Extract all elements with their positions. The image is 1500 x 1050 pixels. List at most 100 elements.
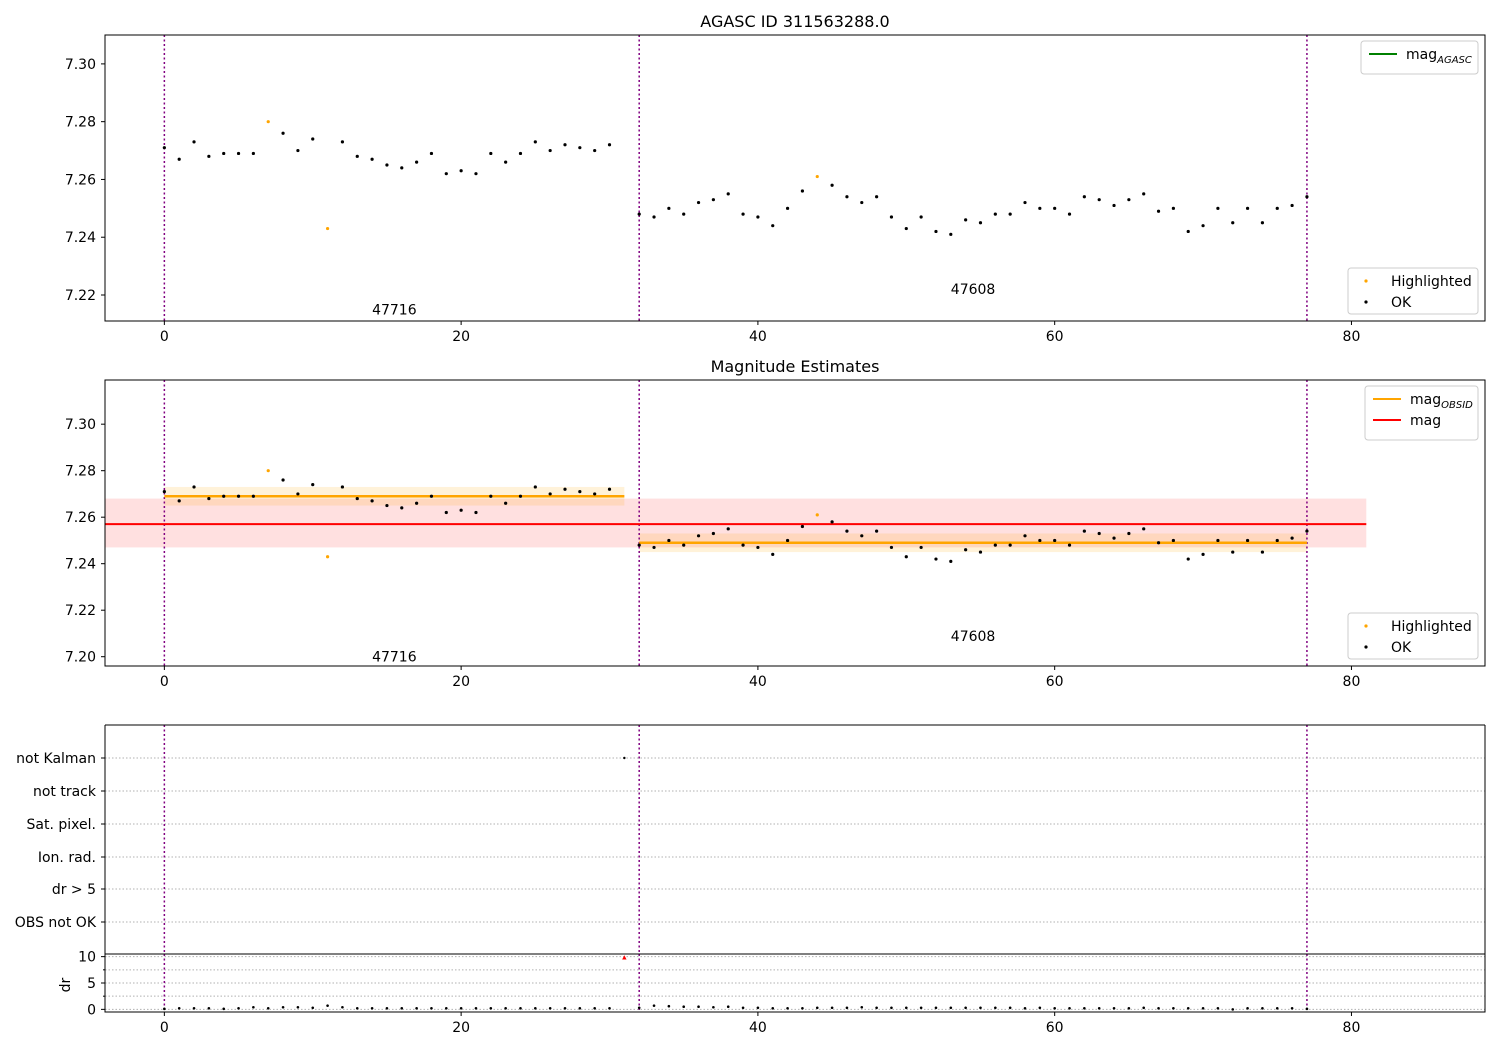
data-point-ok bbox=[415, 501, 419, 505]
dr-point bbox=[266, 1007, 270, 1010]
dr-point bbox=[444, 1007, 448, 1010]
data-point-ok bbox=[1216, 538, 1220, 543]
y-tick-label: 7.24 bbox=[65, 230, 96, 246]
data-point-ok bbox=[845, 529, 849, 533]
dr-point bbox=[815, 1006, 819, 1010]
x-tick-label: 80 bbox=[1343, 674, 1361, 690]
data-point-ok bbox=[1067, 212, 1072, 216]
data-point-ok bbox=[1156, 541, 1161, 545]
data-point-highlighted bbox=[266, 469, 270, 473]
x-tick-label: 40 bbox=[749, 1020, 767, 1036]
data-point-ok bbox=[1142, 527, 1146, 531]
legend-box bbox=[1347, 612, 1479, 660]
dr-point bbox=[400, 1007, 404, 1010]
data-point-ok bbox=[340, 140, 345, 144]
y-axis-label: dr bbox=[58, 977, 74, 992]
data-point-ok bbox=[696, 200, 701, 205]
x-tick-label: 80 bbox=[1343, 1020, 1361, 1036]
dr-point bbox=[1261, 1007, 1264, 1010]
data-point-ok bbox=[845, 195, 849, 199]
data-point-ok bbox=[177, 157, 181, 161]
dr-point bbox=[474, 1007, 478, 1010]
data-point-ok bbox=[192, 140, 196, 144]
dr-point bbox=[1290, 1007, 1294, 1010]
panel-magnitude-estimates: Magnitude Estimates 47716 47608 0 20 40 60 80 7.… bbox=[65, 357, 1486, 690]
dr-point bbox=[1112, 1007, 1116, 1010]
y-tick-label: 7.28 bbox=[65, 115, 96, 131]
dr-point bbox=[697, 1005, 700, 1009]
dr-point bbox=[741, 1006, 745, 1010]
data-point-ok bbox=[830, 520, 834, 524]
panel-flags: not Kalman not track Sat. pixel. Ion. rad. d… bbox=[15, 724, 1486, 954]
legend-box bbox=[1347, 267, 1479, 315]
data-point-ok bbox=[1097, 531, 1101, 536]
data-point-ok bbox=[385, 163, 389, 167]
data-point-ok bbox=[934, 229, 938, 234]
data-point-ok bbox=[459, 169, 463, 173]
data-point-ok bbox=[1008, 212, 1012, 216]
data-point-ok bbox=[1097, 198, 1101, 202]
data-point-ok bbox=[504, 501, 508, 505]
panel-agasc: AGASC ID 311563288.0 47716 47608 0 20 40 60 80 7… bbox=[65, 12, 1486, 345]
dr-point bbox=[979, 1006, 982, 1010]
data-point-ok bbox=[667, 538, 671, 543]
data-point-ok bbox=[978, 550, 983, 554]
data-point-ok bbox=[340, 485, 345, 489]
dr-point bbox=[252, 1005, 255, 1009]
x-tick-label: 40 bbox=[749, 329, 767, 345]
data-point-ok bbox=[1082, 529, 1086, 533]
data-point-ok bbox=[637, 212, 641, 216]
y-tick-label: 10 bbox=[78, 950, 96, 966]
data-point-ok bbox=[711, 198, 715, 202]
data-point-ok bbox=[236, 151, 241, 156]
data-point-ok bbox=[637, 543, 641, 547]
data-point-ok bbox=[1231, 550, 1235, 554]
data-point-ok bbox=[429, 494, 434, 498]
data-point-ok bbox=[726, 192, 730, 196]
data-point-ok bbox=[444, 510, 448, 515]
data-point-ok bbox=[474, 510, 478, 515]
dr-point bbox=[192, 1007, 196, 1010]
dr-point bbox=[548, 1007, 552, 1010]
data-point-ok bbox=[429, 151, 434, 156]
dr-point bbox=[726, 1005, 730, 1009]
data-point-ok bbox=[682, 543, 686, 547]
data-point-ok bbox=[1260, 550, 1265, 554]
dr-point bbox=[237, 1007, 240, 1010]
data-point-highlighted bbox=[815, 513, 819, 517]
data-point-ok bbox=[785, 206, 790, 210]
data-point-ok bbox=[904, 226, 908, 231]
dr-point bbox=[459, 1007, 463, 1010]
y-tick-label: 7.22 bbox=[65, 288, 96, 304]
data-point-ok bbox=[578, 146, 582, 150]
data-point-ok bbox=[1290, 536, 1294, 540]
data-point-ok bbox=[1171, 206, 1175, 210]
data-point-ok bbox=[607, 487, 612, 491]
data-point-ok bbox=[1275, 206, 1279, 210]
data-point-ok bbox=[578, 490, 582, 494]
x-tick-label: 60 bbox=[1046, 674, 1064, 690]
data-point-ok bbox=[548, 492, 552, 496]
dr-point bbox=[1172, 1007, 1175, 1010]
data-point-ok bbox=[251, 151, 255, 156]
chart-title: Magnitude Estimates bbox=[711, 357, 880, 376]
data-point-ok bbox=[741, 543, 745, 547]
dr-point bbox=[875, 1006, 878, 1010]
data-point-ok bbox=[222, 151, 226, 156]
flag-point bbox=[623, 756, 626, 760]
dr-point bbox=[786, 1007, 789, 1010]
dr-point bbox=[355, 1007, 359, 1010]
data-point-ok bbox=[177, 499, 181, 503]
dr-point bbox=[712, 1005, 715, 1009]
data-point-ok bbox=[459, 508, 463, 512]
data-point-ok bbox=[726, 527, 730, 531]
dr-point bbox=[801, 1007, 804, 1010]
dr-point bbox=[1083, 1007, 1086, 1010]
dr-point bbox=[890, 1006, 893, 1010]
dr-point bbox=[771, 1007, 775, 1010]
data-point-ok bbox=[934, 557, 938, 561]
dr-point bbox=[326, 1004, 329, 1007]
axes-frame bbox=[104, 379, 1486, 667]
y-tick-label: 7.24 bbox=[65, 557, 96, 573]
